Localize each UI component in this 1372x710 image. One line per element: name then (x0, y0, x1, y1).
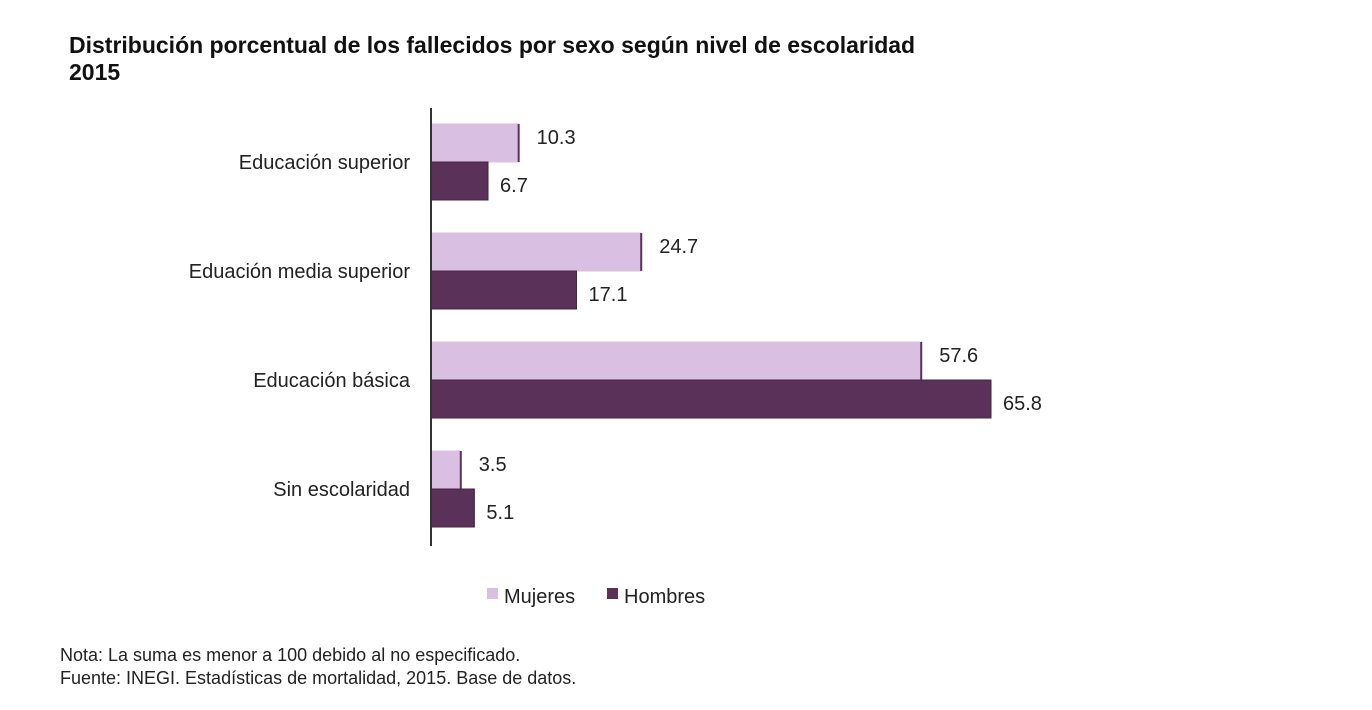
source-text: Fuente: INEGI. Estadísticas de mortalida… (60, 668, 577, 688)
legend-label: Mujeres (504, 586, 575, 608)
data-label: 17.1 (589, 284, 628, 306)
data-label: 5.1 (486, 502, 514, 524)
bar-hombres (430, 379, 992, 419)
subtitle-text: 2015 (69, 59, 121, 85)
bar-mujeres (430, 450, 462, 490)
data-label: 3.5 (479, 454, 507, 476)
legend-label: Hombres (624, 586, 705, 608)
bar-hombres (430, 270, 578, 310)
data-label: 10.3 (537, 127, 576, 149)
category-label: Educación superior (239, 152, 411, 174)
category-label: Educación básica (253, 370, 411, 392)
data-label: 65.8 (1003, 393, 1042, 415)
bar-mujeres (430, 123, 520, 163)
category-label: Sin escolaridad (273, 479, 410, 501)
legend-swatch-hombres (607, 588, 618, 599)
title-text: Distribución porcentual de los fallecido… (69, 32, 916, 58)
category-label: Eduación media superior (189, 261, 411, 283)
bar-mujeres (430, 341, 922, 381)
bar-mujeres (430, 232, 642, 272)
note-text: Nota: La suma es menor a 100 debido al n… (60, 645, 521, 665)
legend-swatch-mujeres (487, 588, 498, 599)
bar-hombres (430, 161, 489, 201)
data-label: 6.7 (500, 175, 528, 197)
chart-title: Distribución porcentual de los fallecido… (69, 32, 915, 86)
data-label: 24.7 (659, 236, 698, 258)
data-label: 57.6 (939, 345, 978, 367)
bar-hombres (430, 488, 475, 528)
